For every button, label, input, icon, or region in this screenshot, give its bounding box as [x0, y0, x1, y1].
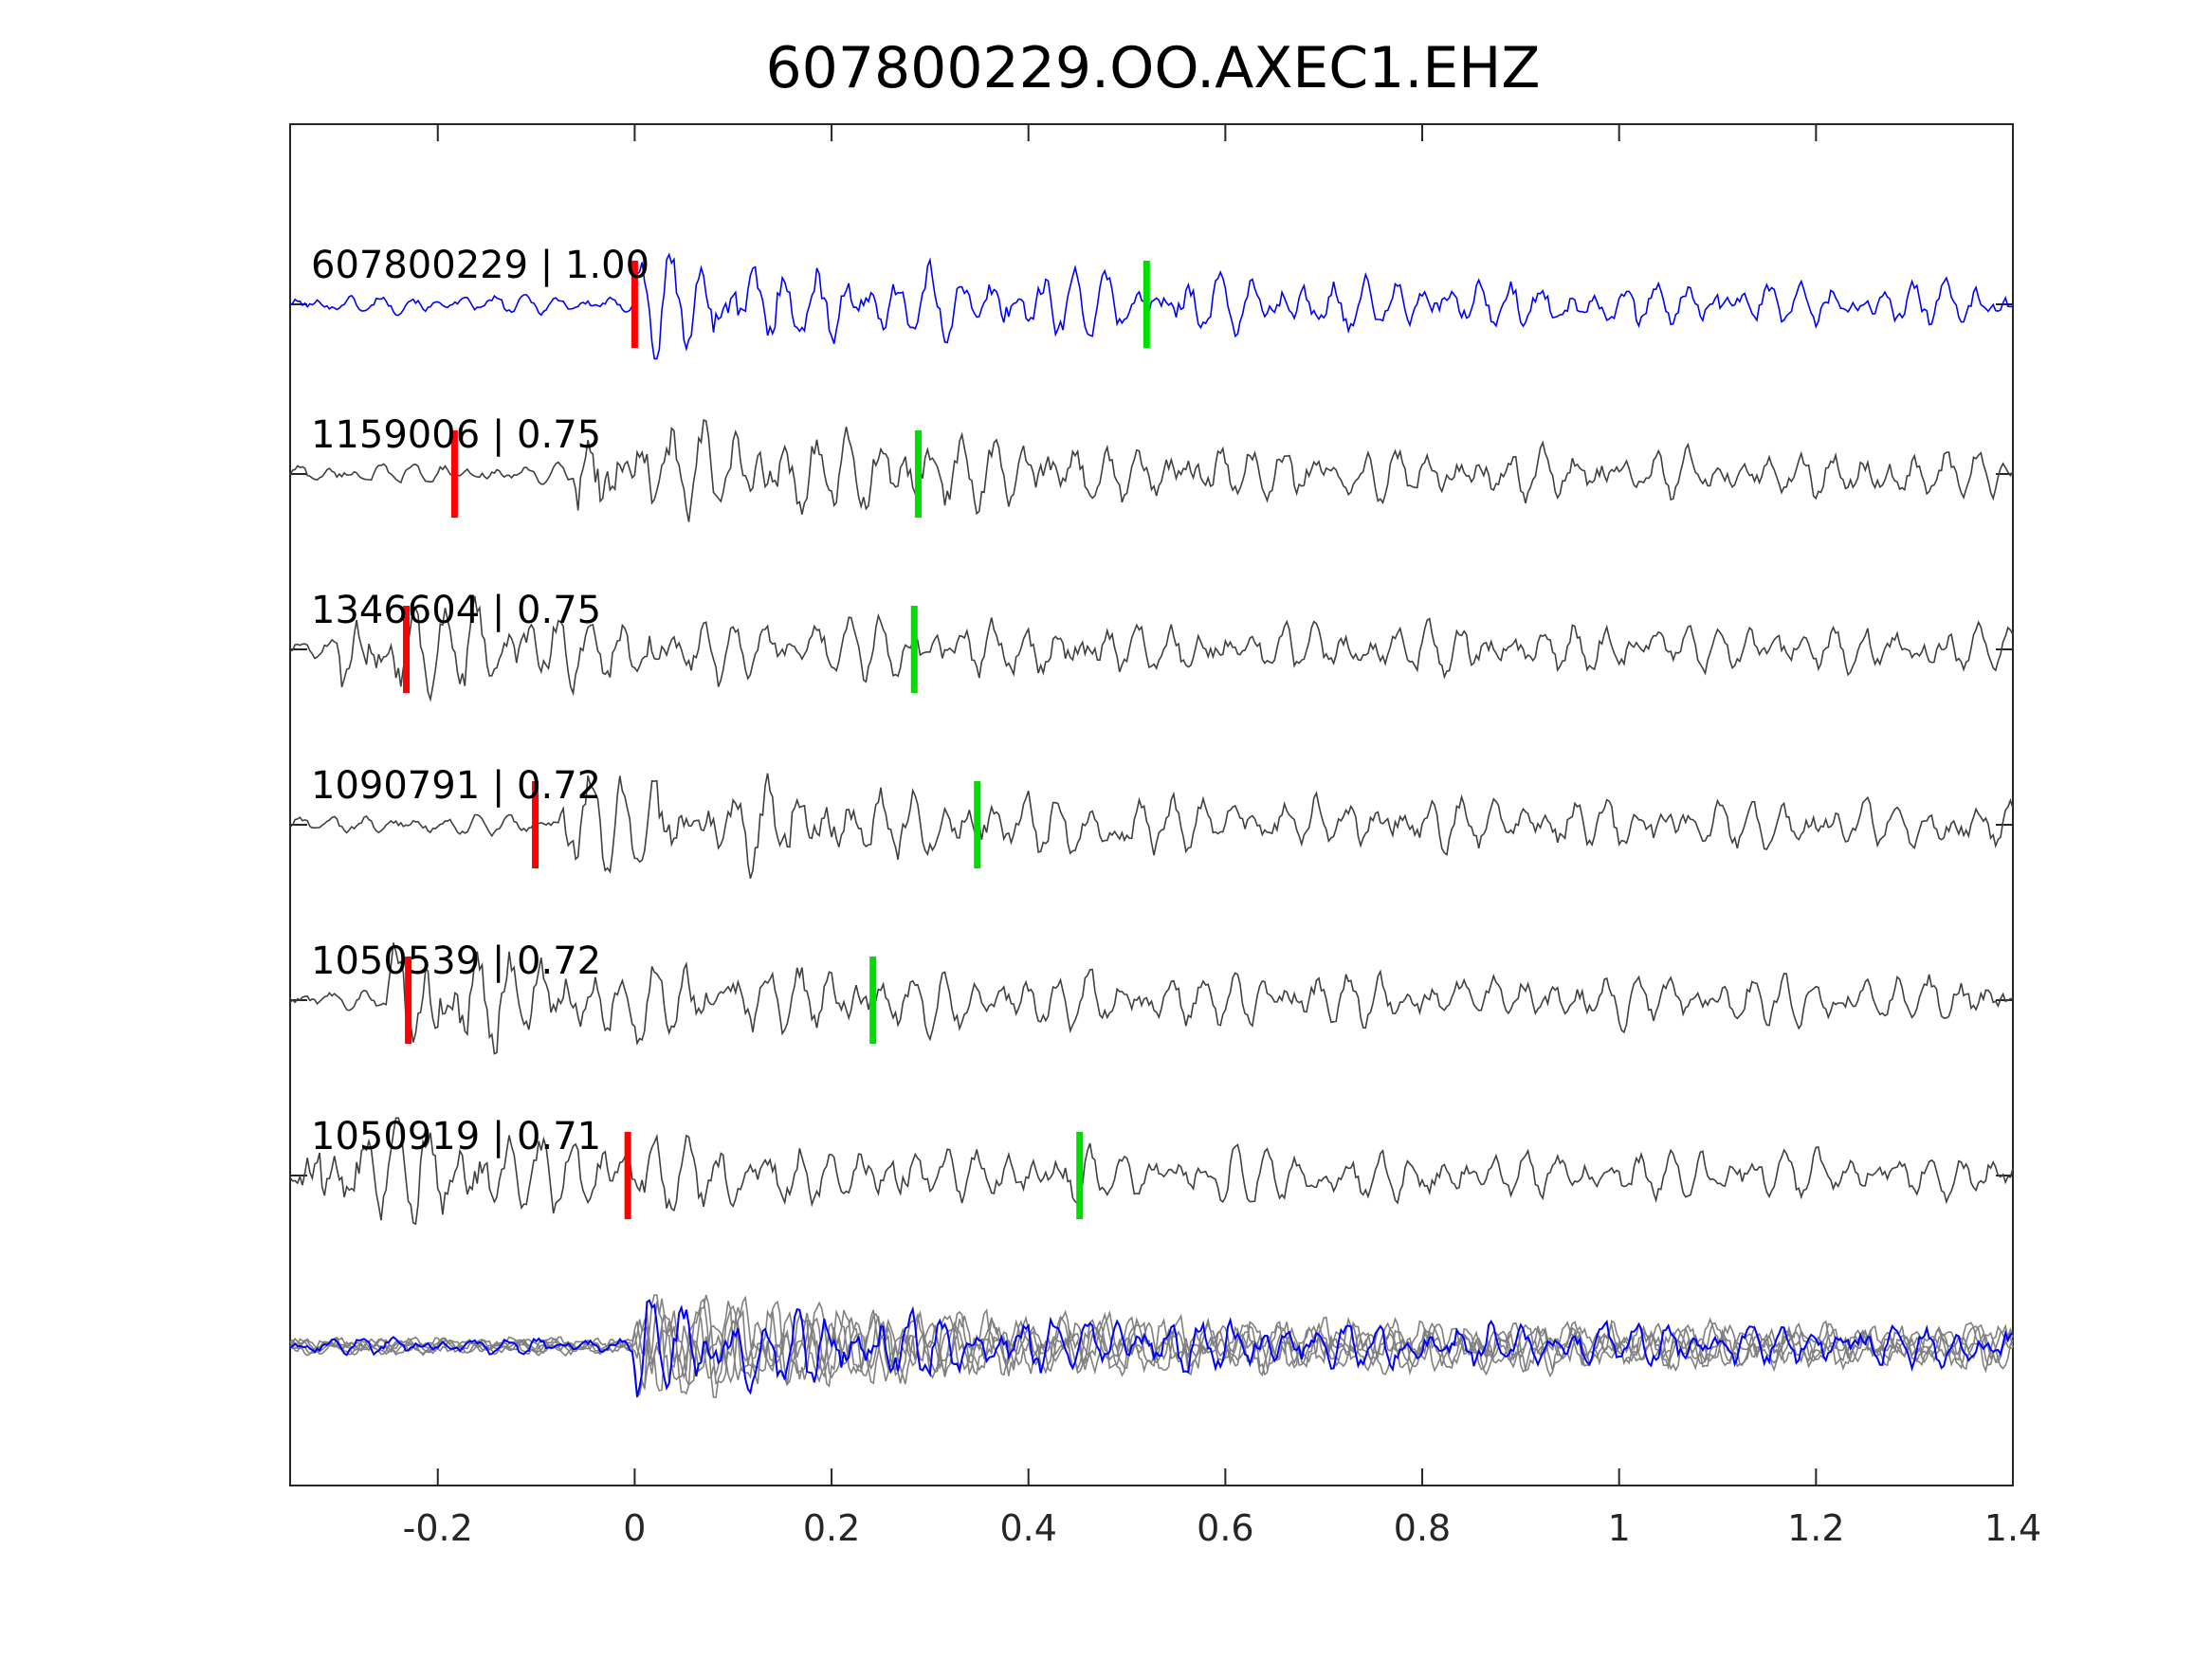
x-axis: -0.2 0 0.2 0.4 0.6 0.8 1 1.2 1.4 — [403, 124, 2041, 1549]
x-tick-label: 1 — [1608, 1507, 1631, 1549]
trace-1346604 — [289, 595, 2014, 702]
trace-1050919 — [289, 1117, 2014, 1226]
x-tick-label: -0.2 — [403, 1507, 473, 1549]
x-tick-label: 0.6 — [1197, 1507, 1253, 1549]
trace-1090791 — [289, 773, 2014, 879]
x-tick-label: 0.8 — [1394, 1507, 1451, 1549]
stack-trace-1159006 — [289, 1301, 2014, 1382]
stack-layer — [289, 1294, 2014, 1398]
trace-label-607800229: 607800229 | 1.00 — [311, 244, 649, 287]
traces-layer — [289, 252, 2014, 1226]
trace-label-1159006: 1159006 | 0.75 — [311, 413, 601, 457]
trace-label-1050919: 1050919 | 0.71 — [311, 1115, 601, 1158]
axes-box — [289, 123, 2014, 1486]
picks-layer — [403, 261, 1150, 1219]
x-tick-label: 1.2 — [1787, 1507, 1844, 1549]
x-tick-label: 0.4 — [999, 1507, 1056, 1549]
trace-607800229 — [289, 252, 2013, 360]
x-tick-label: 1.4 — [1984, 1507, 2041, 1549]
trace-label-1346604: 1346604 | 0.75 — [311, 589, 601, 632]
trace-label-1050539: 1050539 | 0.72 — [311, 939, 601, 983]
x-tick-label: 0 — [623, 1507, 646, 1549]
x-tick-label: 0.2 — [803, 1507, 860, 1549]
trace-1050539 — [289, 942, 2014, 1055]
chart-title: 607800229.OO.AXEC1.EHZ — [765, 35, 1540, 101]
trace-labels-layer: 607800229 | 1.00 1159006 | 0.75 1346604 | … — [311, 244, 649, 1158]
stack-trace-607800229 — [289, 1299, 2014, 1397]
trace-1159006 — [289, 419, 2014, 522]
trace-label-1090791: 1090791 | 0.72 — [311, 764, 601, 808]
